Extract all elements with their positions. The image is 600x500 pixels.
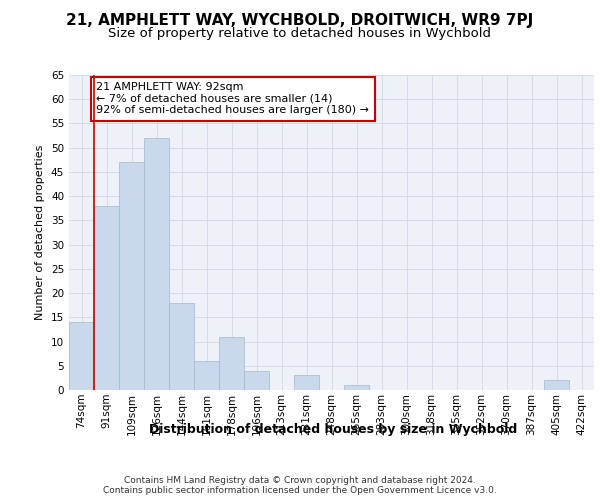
Bar xyxy=(119,162,144,390)
Bar xyxy=(344,385,369,390)
Bar xyxy=(94,206,119,390)
Bar xyxy=(194,361,219,390)
Text: 21 AMPHLETT WAY: 92sqm
← 7% of detached houses are smaller (14)
92% of semi-deta: 21 AMPHLETT WAY: 92sqm ← 7% of detached … xyxy=(97,82,370,116)
Y-axis label: Number of detached properties: Number of detached properties xyxy=(35,145,46,320)
Bar xyxy=(219,336,244,390)
Bar xyxy=(244,370,269,390)
Bar xyxy=(69,322,94,390)
Bar xyxy=(544,380,569,390)
Bar xyxy=(144,138,169,390)
Bar xyxy=(294,376,319,390)
Text: Size of property relative to detached houses in Wychbold: Size of property relative to detached ho… xyxy=(109,28,491,40)
Text: 21, AMPHLETT WAY, WYCHBOLD, DROITWICH, WR9 7PJ: 21, AMPHLETT WAY, WYCHBOLD, DROITWICH, W… xyxy=(67,12,533,28)
Text: Contains HM Land Registry data © Crown copyright and database right 2024.
Contai: Contains HM Land Registry data © Crown c… xyxy=(103,476,497,496)
Text: Distribution of detached houses by size in Wychbold: Distribution of detached houses by size … xyxy=(149,422,517,436)
Bar xyxy=(169,303,194,390)
